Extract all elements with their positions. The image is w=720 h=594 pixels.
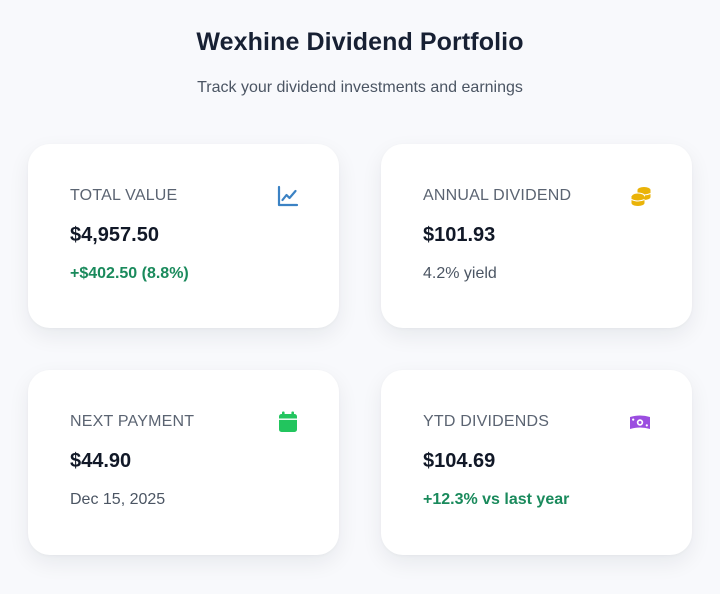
card-change: +$402.50 (8.8%) xyxy=(70,265,189,282)
card-date: Dec 15, 2025 xyxy=(70,491,166,508)
ytd-dividends-card: YTD DIVIDENDS $104.69 +12.3% vs last yea… xyxy=(381,370,692,555)
next-payment-card: NEXT PAYMENT $44.90 Dec 15, 2025 xyxy=(28,370,339,555)
card-label: ANNUAL DIVIDEND xyxy=(423,187,572,204)
page-title: Wexhine Dividend Portfolio xyxy=(196,28,524,56)
card-value: $101.93 xyxy=(423,224,496,246)
money-bill-icon xyxy=(630,415,650,429)
chart-line-icon xyxy=(277,185,299,207)
annual-dividend-card: ANNUAL DIVIDEND $101.93 4.2% yield xyxy=(381,144,692,328)
card-change: +12.3% vs last year xyxy=(423,491,570,508)
card-value: $104.69 xyxy=(423,450,496,472)
card-label: YTD DIVIDENDS xyxy=(423,413,550,430)
coins-icon xyxy=(631,187,651,206)
card-value: $44.90 xyxy=(70,450,132,472)
card-label: NEXT PAYMENT xyxy=(70,413,195,430)
total-value-card: TOTAL VALUE $4,957.50 +$402.50 (8.8%) xyxy=(28,144,339,328)
calendar-icon xyxy=(279,411,297,432)
card-value: $4,957.50 xyxy=(70,224,159,246)
card-yield: 4.2% yield xyxy=(423,265,497,282)
page-subtitle: Track your dividend investments and earn… xyxy=(197,79,523,96)
card-label: TOTAL VALUE xyxy=(70,187,178,204)
